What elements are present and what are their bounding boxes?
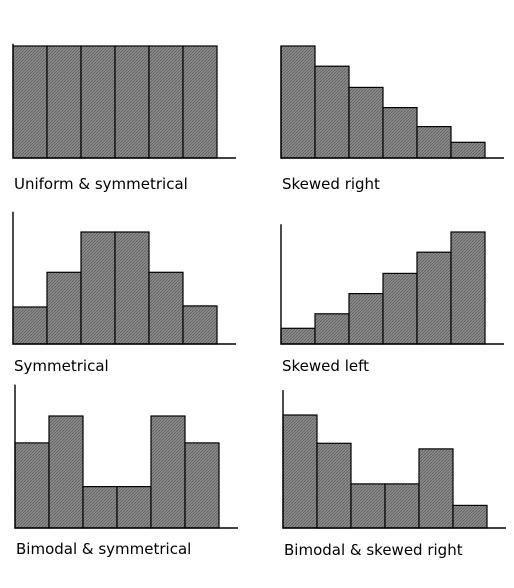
chart-title: Skewed right (282, 175, 380, 193)
histogram-bar (450, 141, 486, 159)
chart-title: Skewed left (282, 357, 369, 375)
histogram-bar (82, 485, 118, 529)
chart-title: Uniform & symmetrical (14, 175, 188, 193)
chart-skewed-left (280, 224, 504, 345)
histogram-bar (48, 415, 84, 529)
histogram-bar (114, 45, 150, 159)
histogram-bar (182, 45, 218, 159)
histogram-bar (12, 45, 48, 159)
chart-bimodal-skewed-right (282, 390, 506, 529)
histogram-bar (316, 442, 352, 529)
histogram-bar (14, 442, 50, 529)
axis-lines (282, 390, 506, 529)
histogram-bar (148, 271, 184, 345)
histogram-bar (280, 327, 316, 345)
histogram-bar (150, 415, 186, 529)
histogram-bar (182, 305, 218, 345)
axis-lines (280, 224, 504, 345)
histogram-bar (148, 45, 184, 159)
chart-title: Symmetrical (14, 357, 109, 375)
histogram-bar (382, 272, 418, 345)
histogram-bar (382, 106, 418, 159)
histogram-bar (384, 483, 420, 529)
histogram-bar (350, 483, 386, 529)
histogram-bar (80, 45, 116, 159)
histogram-bar (116, 485, 152, 529)
chart-uniform-symmetrical (12, 43, 236, 159)
histogram-bar (348, 86, 384, 159)
histogram-bar (314, 65, 350, 159)
panel-bimodal-skewed-right: Bimodal & skewed right (282, 390, 506, 588)
chart-title: Bimodal & symmetrical (16, 540, 192, 558)
histogram-bar (416, 251, 452, 345)
axis-lines (14, 384, 238, 529)
panel-symmetrical: Symmetrical (12, 207, 236, 404)
axis-lines (12, 211, 236, 345)
axis-lines (12, 43, 236, 159)
panel-skewed-left: Skewed left (280, 212, 504, 404)
histogram-bar (282, 414, 318, 529)
panel-bimodal-symmetrical: Bimodal & symmetrical (14, 384, 238, 588)
histogram-bar (348, 292, 384, 345)
histogram-bar (418, 448, 454, 529)
chart-symmetrical (12, 211, 236, 345)
histogram-bar (46, 271, 82, 345)
histogram-bar (450, 231, 486, 345)
histogram-bar (12, 306, 48, 345)
chart-bimodal-symmetrical (14, 384, 238, 529)
histogram-bar (114, 231, 150, 345)
panel-uniform-symmetrical: Uniform & symmetrical (12, 20, 236, 218)
chart-title: Bimodal & skewed right (284, 541, 463, 559)
axis-lines (280, 46, 504, 159)
histogram-bar (46, 45, 82, 159)
histogram-bar (314, 313, 350, 345)
histogram-bar (416, 125, 452, 159)
histogram-bar (184, 442, 220, 529)
histogram-bar (452, 504, 488, 529)
chart-skewed-right (280, 45, 504, 159)
histogram-bar (80, 231, 116, 345)
panel-skewed-right: Skewed right (280, 32, 504, 218)
histogram-bar (280, 45, 316, 159)
